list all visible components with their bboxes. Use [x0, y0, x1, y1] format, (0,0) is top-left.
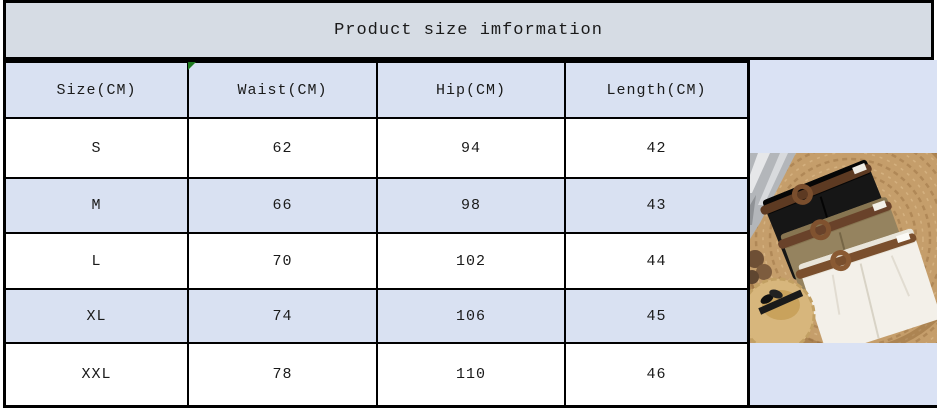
waist-value: 70	[189, 234, 376, 288]
size-label: XL	[6, 290, 187, 342]
column-header-length: Length(CM)	[566, 63, 747, 117]
waist-value: 66	[189, 179, 376, 232]
straw-hat-icon	[750, 277, 816, 343]
hip-value: 110	[378, 344, 564, 405]
length-value: 42	[566, 119, 747, 177]
size-table: Size(CM) Waist(CM) Hip(CM) Length(CM) S …	[3, 60, 750, 408]
waist-value: 62	[189, 119, 376, 177]
excel-green-corner-marker	[188, 62, 196, 70]
dried-flowers-icon	[750, 250, 772, 284]
size-label: L	[6, 234, 187, 288]
product-photo	[750, 153, 937, 343]
length-value: 44	[566, 234, 747, 288]
size-label: M	[6, 179, 187, 232]
hip-value: 102	[378, 234, 564, 288]
waist-value: 74	[189, 290, 376, 342]
waist-value: 78	[189, 344, 376, 405]
length-value: 43	[566, 179, 747, 232]
wall-corner	[750, 153, 796, 239]
hip-value: 98	[378, 179, 564, 232]
hip-value: 94	[378, 119, 564, 177]
length-value: 45	[566, 290, 747, 342]
length-value: 46	[566, 344, 747, 405]
column-header-size: Size(CM)	[6, 63, 187, 117]
column-header-waist: Waist(CM)	[189, 63, 376, 117]
hip-value: 106	[378, 290, 564, 342]
column-header-hip: Hip(CM)	[378, 63, 564, 117]
size-label: XXL	[6, 344, 187, 405]
size-label: S	[6, 119, 187, 177]
white-shorts	[795, 228, 937, 343]
page-title: Product size imformation	[3, 0, 934, 60]
